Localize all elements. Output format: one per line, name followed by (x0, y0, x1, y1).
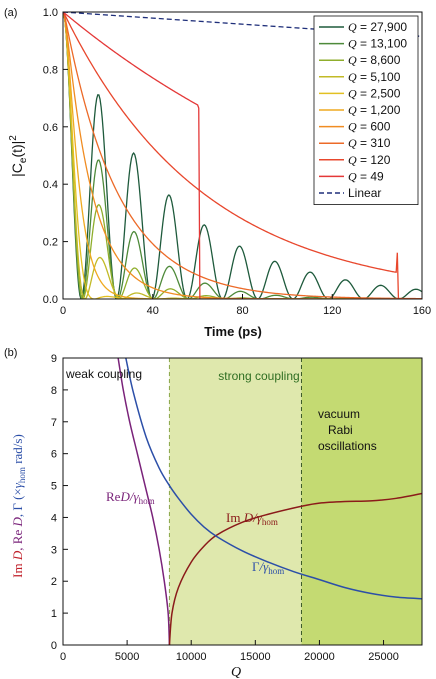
panel-a-legend: Q = 27,900 Q = 13,100 Q = 8,600 Q = 5,100 Q … (313, 15, 419, 206)
gamma-curve-label: Γ/γhom (252, 559, 284, 576)
panel-a-y-tick-label-4: 0.8 (43, 64, 58, 76)
panel-a-x-tick-label-2: 80 (236, 305, 248, 317)
panel-a-y-tick-label-2: 0.4 (43, 179, 58, 191)
panel-a-label: (a) (4, 7, 17, 19)
panel-b-x-ticks: 0 5000 10000 15000 20000 25000 (60, 640, 399, 663)
panel-b-x-axis-label: Q (231, 665, 241, 679)
panel-a-y-tick-label-1: 0.2 (43, 237, 58, 249)
panel-a-series-4 (63, 12, 422, 299)
panel-a-legend-label-6: Q = 600 (348, 120, 391, 134)
panel-a-series-9 (63, 12, 323, 299)
panel-b-region-0 (63, 358, 170, 645)
panel-a-legend-label-0: Q = 27,900 (348, 20, 407, 34)
panel-b-y-tick-label-1: 1 (51, 608, 57, 620)
vacuum-rabi-label-line2: Rabi (328, 423, 353, 437)
vacuum-rabi-label-line3: oscillations (318, 439, 377, 453)
panel-a-legend-label-5: Q = 1,200 (348, 103, 401, 117)
panel-b-x-tick-label-3: 15000 (240, 651, 271, 663)
panel-b-x-tick-label-0: 0 (60, 651, 66, 663)
panel-b-x-tick-label-4: 20000 (304, 651, 335, 663)
panel-a-x-tick-label-3: 120 (323, 305, 341, 317)
panel-b-series-1 (168, 492, 422, 645)
panel-a-x-tick-label-4: 160 (413, 305, 431, 317)
panel-a-legend-label-7: Q = 310 (348, 136, 391, 150)
panel-a-legend-label-4: Q = 2,500 (348, 86, 401, 100)
panel-b-x-tick-label-1: 5000 (115, 651, 139, 663)
panel-b-series-0 (117, 358, 171, 645)
panel-a: (a) 0 40 80 120 160 0.0 0.2 0.4 0.6 0.8 1.0 Time … (4, 7, 431, 339)
panel-a-legend-label-1: Q = 13,100 (348, 37, 407, 51)
panel-a-series-5 (63, 12, 422, 299)
panel-b-y-axis-label: Im D, Re D, Γ (×γhom rad/s) (10, 434, 27, 578)
vacuum-rabi-label-line1: vacuum (318, 407, 360, 421)
panel-b-y-tick-label-0: 0 (51, 640, 57, 652)
im-d-curve-label: Im D/γhom (226, 510, 278, 527)
panel-a-x-tick-label-0: 0 (60, 305, 66, 317)
panel-b-regions (63, 358, 422, 645)
panel-b-y-tick-label-5: 5 (51, 481, 57, 493)
panel-a-x-tick-label-1: 40 (147, 305, 159, 317)
panel-a-legend-label-9: Q = 49 (348, 169, 384, 183)
panel-b-y-tick-label-9: 9 (51, 353, 57, 365)
panel-b-x-tick-label-5: 25000 (368, 651, 399, 663)
panel-a-legend-label-2: Q = 8,600 (348, 53, 401, 67)
panel-a-legend-label-10: Linear (348, 186, 381, 200)
panel-a-legend-label-8: Q = 120 (348, 153, 391, 167)
panel-b-series-2 (125, 358, 422, 600)
panel-b-plot-frame (62, 357, 423, 646)
strong-coupling-label: strong coupling (218, 369, 299, 383)
panel-b-region-1 (169, 358, 302, 645)
panel-b-y-tick-label-6: 6 (51, 449, 57, 461)
panel-a-legend-label-3: Q = 5,100 (348, 70, 401, 84)
panel-b-y-tick-label-2: 2 (51, 576, 57, 588)
panel-b-curves (117, 358, 422, 645)
panel-a-series-7 (63, 12, 422, 299)
panel-a-series-8 (63, 12, 422, 299)
panel-a-y-tick-label-3: 0.6 (43, 122, 58, 134)
panel-b-y-ticks: 0 1 2 3 4 5 6 7 8 9 (51, 353, 68, 652)
panel-b: (b) 0 5000 10000 15000 20000 25000 0 1 2 3 4 5 6 7 8 9… (4, 347, 423, 679)
panel-a-y-axis-label: |Ce(t)|2 (8, 135, 29, 177)
panel-b-y-tick-label-7: 7 (51, 417, 57, 429)
panel-a-y-ticks: 0.0 0.2 0.4 0.6 0.8 1.0 (43, 7, 68, 306)
panel-b-y-tick-label-4: 4 (51, 512, 57, 524)
re-d-curve-label: ReD/γhom (106, 489, 155, 506)
panel-a-y-tick-label-0: 0.0 (43, 294, 58, 306)
panel-b-y-tick-label-8: 8 (51, 385, 57, 397)
panel-b-y-tick-label-3: 3 (51, 544, 57, 556)
panel-b-label: (b) (4, 347, 17, 359)
panel-a-y-tick-label-5: 1.0 (43, 7, 58, 19)
panel-b-x-tick-label-2: 10000 (176, 651, 207, 663)
weak-coupling-label: weak coupling (65, 367, 142, 381)
panel-a-x-ticks: 0 40 80 120 160 (60, 294, 431, 317)
panel-a-x-axis-label: Time (ps) (204, 324, 262, 339)
